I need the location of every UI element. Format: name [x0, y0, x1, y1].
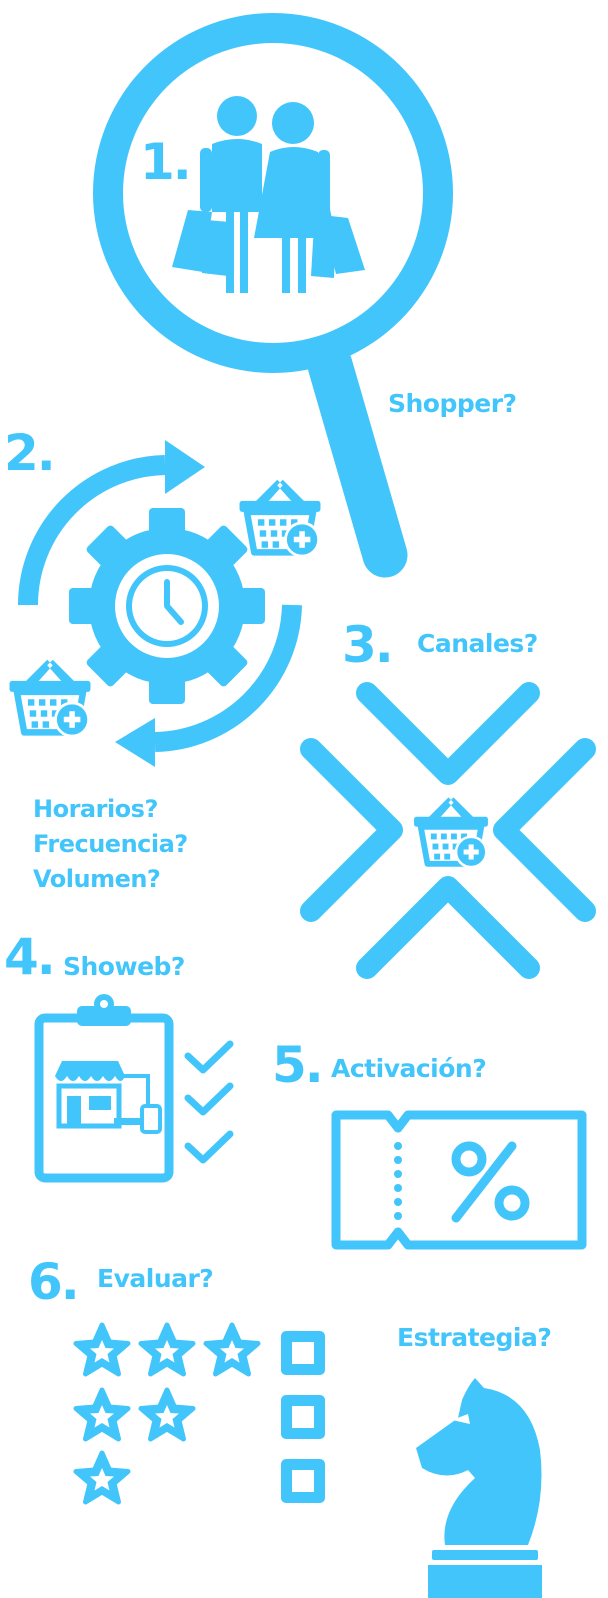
step-6-number: 6. [28, 1253, 80, 1311]
chess-knight-icon [416, 1378, 542, 1598]
strategy-question: Estrategia? [397, 1323, 552, 1352]
basket-icon [414, 797, 488, 867]
step-5-question: Activación? [331, 1054, 487, 1083]
cross-arrows-basket-icon [300, 682, 596, 979]
step-2-question-frequency: Frecuencia? [33, 830, 188, 858]
step-2-question-hours: Horarios? [33, 795, 158, 823]
clipboard-store-checklist-icon [34, 994, 234, 1183]
coupon-percent-icon [331, 1110, 587, 1250]
step-4-number: 4. [4, 928, 56, 986]
step-1-number: 1. [140, 133, 192, 191]
step-2-number: 2. [4, 424, 56, 482]
step-3-question: Canales? [417, 629, 538, 658]
step-6-question: Evaluar? [97, 1264, 214, 1293]
step-4-question: Showeb? [63, 952, 185, 981]
gear-clock-cycle-icon [10, 440, 321, 767]
step-5-number: 5. [272, 1036, 324, 1094]
step-2-question-volume: Volumen? [33, 865, 161, 893]
magnifier-couple-shopping-icon [93, 13, 453, 578]
step-1-question: Shopper? [388, 389, 517, 418]
star-rating-checkboxes-icon [76, 1325, 325, 1503]
step-3-number: 3. [342, 616, 394, 674]
